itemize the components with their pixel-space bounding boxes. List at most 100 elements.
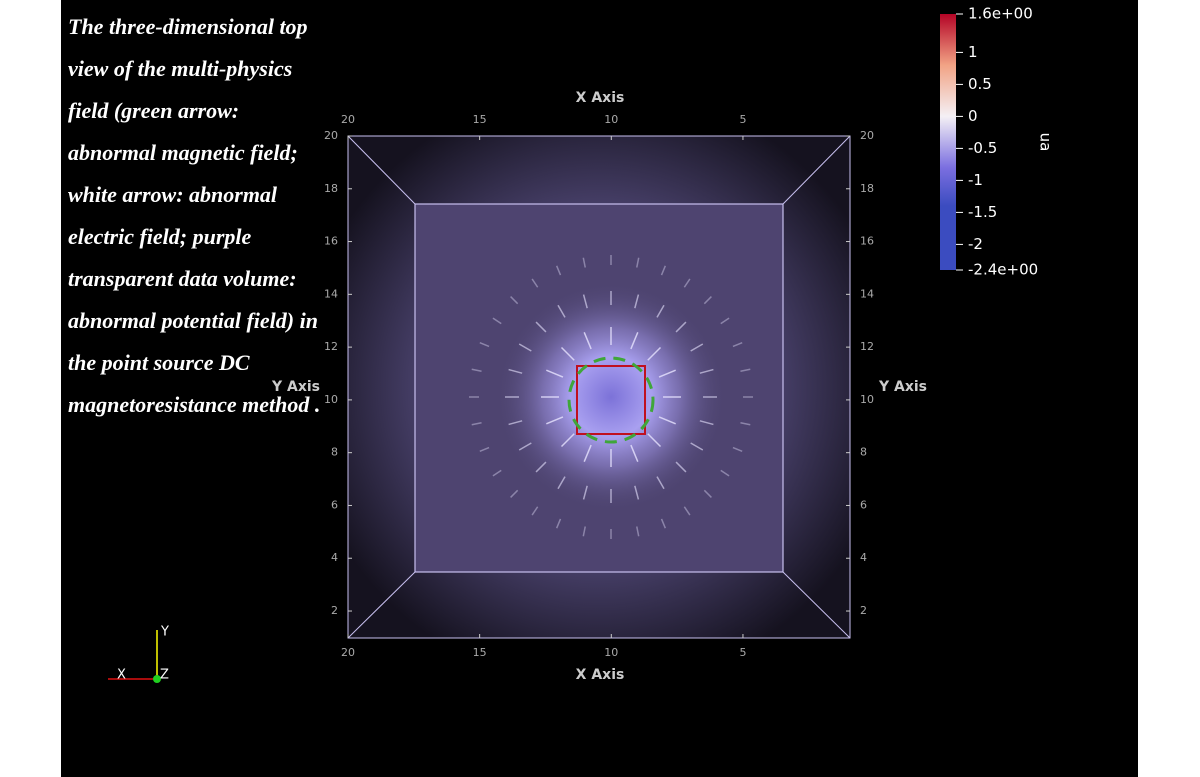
- arrow: [535, 461, 547, 473]
- arrow: [471, 422, 482, 426]
- arrow: [658, 416, 676, 425]
- source-box: [576, 365, 646, 435]
- y-tick-label: 20: [860, 129, 874, 142]
- arrow: [740, 422, 751, 426]
- arrow: [690, 442, 704, 451]
- x-tick-label: 20: [341, 113, 355, 126]
- arrow: [492, 317, 502, 325]
- arrow: [471, 368, 482, 372]
- caption: The three-dimensional top view of the mu…: [68, 14, 321, 417]
- arrow: [508, 420, 523, 426]
- box-edges: [347, 135, 851, 639]
- triad-z-label: Z: [160, 668, 169, 683]
- y-tick-label: 16: [324, 235, 338, 248]
- y-tick-label: 10: [860, 393, 874, 406]
- arrow: [703, 489, 712, 498]
- arrow: [660, 265, 667, 276]
- y-tick-label: 4: [331, 551, 338, 564]
- arrow: [535, 321, 547, 333]
- arrow: [634, 294, 640, 309]
- arrow: [656, 476, 665, 490]
- x-tick-label: 10: [604, 113, 618, 126]
- color-bar-tick-label: -1.5: [968, 203, 997, 221]
- color-bar-tick-label: -2: [968, 235, 983, 253]
- y-tick-label: 4: [860, 551, 867, 564]
- arrow: [636, 257, 640, 268]
- arrow: [479, 446, 490, 453]
- color-bar-tick-label: -2.4e+00: [968, 261, 1038, 279]
- electric-field-arrows: [469, 255, 753, 539]
- color-bar-title: ua: [1037, 133, 1055, 152]
- arrow: [492, 469, 502, 477]
- color-bar-tick-label: 0: [968, 107, 978, 125]
- arrow: [720, 317, 730, 325]
- arrow: [582, 257, 586, 268]
- x-tick-label: 5: [739, 646, 746, 659]
- color-bar-tick-label: -0.5: [968, 139, 997, 157]
- arrow: [508, 368, 523, 374]
- color-bar-tick-label: -1: [968, 171, 983, 189]
- arrow: [683, 506, 691, 516]
- arrow: [675, 461, 687, 473]
- y-tick-label: 18: [860, 182, 874, 195]
- arrow: [703, 296, 712, 305]
- arrow: [557, 304, 566, 318]
- color-bar-tick-label: 1.6e+00: [968, 5, 1033, 23]
- arrow: [546, 369, 564, 378]
- arrow: [479, 341, 490, 348]
- arrow: [510, 489, 519, 498]
- y-tick-label: 2: [860, 604, 867, 617]
- arrow: [683, 278, 691, 288]
- arrow: [560, 346, 575, 361]
- y-tick-label: 2: [331, 604, 338, 617]
- x-axis-title-bottom: X Axis: [576, 667, 625, 683]
- x-axis-title-top: X Axis: [576, 90, 625, 106]
- arrow: [555, 518, 562, 529]
- arrow: [583, 444, 592, 462]
- arrow: [660, 518, 667, 529]
- triad-x-label: X: [117, 668, 126, 683]
- arrow: [740, 368, 751, 372]
- arrow: [582, 526, 586, 537]
- x-tick-label: 15: [473, 646, 487, 659]
- arrow: [699, 420, 714, 426]
- arrow: [557, 476, 566, 490]
- triad-z: [153, 675, 161, 683]
- y-tick-label: 18: [324, 182, 338, 195]
- color-bar: [940, 14, 956, 270]
- x-tick-label: 20: [341, 646, 355, 659]
- arrow: [720, 469, 730, 477]
- arrow: [582, 485, 588, 500]
- color-bar-tick-label: 0.5: [968, 75, 992, 93]
- arrow: [630, 332, 639, 350]
- arrow: [546, 416, 564, 425]
- y-tick-label: 10: [324, 393, 338, 406]
- arrow: [656, 304, 665, 318]
- arrow: [690, 343, 704, 352]
- y-tick-label: 6: [331, 498, 338, 511]
- arrow: [531, 506, 539, 516]
- y-tick-label: 16: [860, 235, 874, 248]
- y-axis-title-right: Y Axis: [878, 379, 927, 395]
- arrow: [658, 369, 676, 378]
- arrow: [531, 278, 539, 288]
- y-tick-label: 8: [331, 446, 338, 459]
- arrow: [675, 321, 687, 333]
- arrow: [634, 485, 640, 500]
- x-tick-label: 15: [473, 113, 487, 126]
- x-tick-label: 10: [604, 646, 618, 659]
- y-tick-label: 14: [860, 287, 874, 300]
- y-tick-label: 20: [324, 129, 338, 142]
- y-axis-title-left: Y Axis: [271, 379, 320, 395]
- arrow: [699, 368, 714, 374]
- potential-anomaly: [496, 282, 726, 512]
- arrow: [732, 341, 743, 348]
- triad-y-label: Y: [160, 625, 169, 640]
- arrow: [630, 444, 639, 462]
- arrow: [555, 265, 562, 276]
- x-tick-label: 5: [739, 113, 746, 126]
- arrow: [636, 526, 640, 537]
- arrow: [518, 442, 532, 451]
- magnetic-field-arrows: [567, 356, 655, 444]
